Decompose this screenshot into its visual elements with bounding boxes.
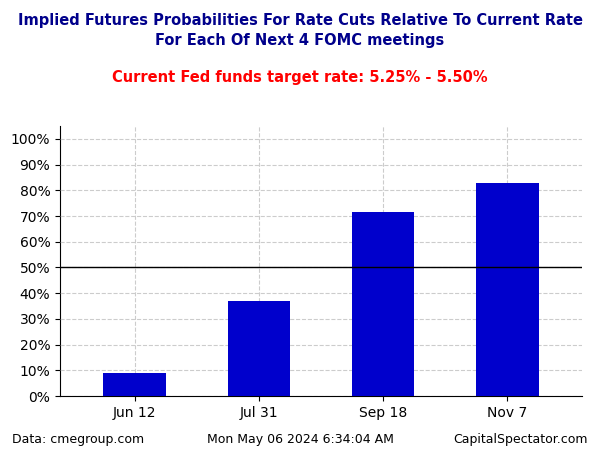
Text: Current Fed funds target rate: 5.25% - 5.50%: Current Fed funds target rate: 5.25% - 5… (112, 70, 488, 85)
Bar (103, 373, 166, 396)
Bar (476, 183, 539, 396)
Text: Mon May 06 2024 6:34:04 AM: Mon May 06 2024 6:34:04 AM (206, 432, 394, 446)
Text: Data: cmegroup.com: Data: cmegroup.com (12, 432, 144, 446)
Bar (352, 212, 414, 396)
Text: CapitalSpectator.com: CapitalSpectator.com (454, 432, 588, 446)
Bar (228, 301, 290, 396)
Text: Implied Futures Probabilities For Rate Cuts Relative To Current Rate
For Each Of: Implied Futures Probabilities For Rate C… (17, 14, 583, 48)
